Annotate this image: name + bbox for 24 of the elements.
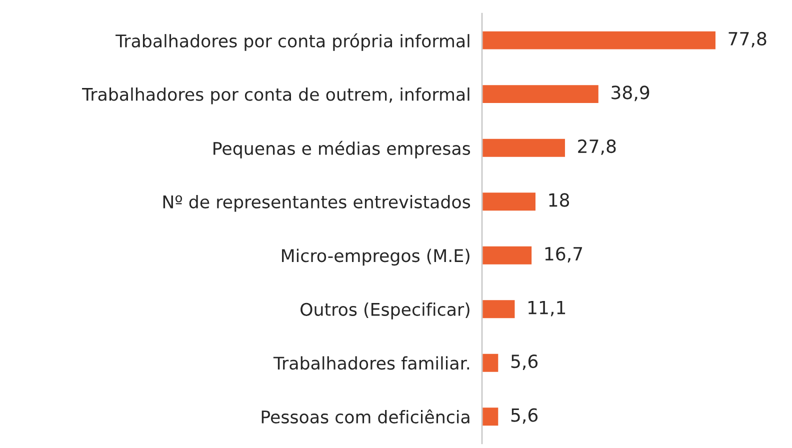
data-label: 38,9 — [612, 86, 650, 102]
data-label: 5,6 — [511, 408, 538, 424]
y-tick-label: Trabalhadores familiar. — [273, 356, 470, 370]
y-tick-label: Nº de representantes entrevistados — [163, 195, 470, 212]
bar — [482, 30, 717, 51]
data-label: 77,8 — [728, 32, 766, 48]
data-label: 11,1 — [528, 300, 566, 316]
data-label: 27,8 — [578, 139, 616, 155]
bar — [482, 352, 500, 374]
bar — [482, 84, 600, 104]
bar — [482, 298, 516, 320]
bar — [482, 191, 537, 212]
bar — [482, 137, 566, 158]
y-tick-label: Pequenas e médias empresas — [214, 140, 470, 158]
data-label: 16,7 — [545, 246, 582, 262]
y-tick-label: Micro-empregos (M.E) — [282, 248, 470, 266]
y-tick-label: Trabalhadores por conta de outrem, informal — [82, 87, 470, 104]
y-tick-label: Trabalhadores por conta própria informal — [116, 33, 470, 51]
bar — [482, 244, 533, 266]
bar — [482, 406, 500, 428]
data-label: 5,6 — [511, 354, 538, 370]
y-tick-label: Outros (Especificar) — [300, 302, 470, 320]
data-label: 18 — [549, 193, 570, 207]
y-tick-label: Pessoas com deficiência — [262, 409, 470, 424]
